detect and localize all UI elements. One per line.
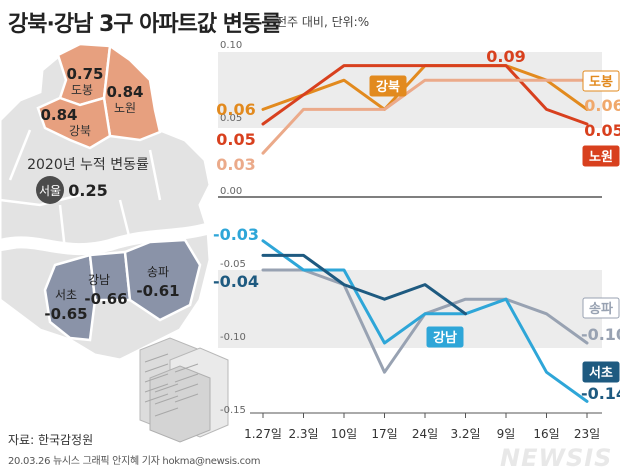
unit-label: 전주 대비, 단위:%: [276, 15, 370, 29]
map-value-nowon: 0.84: [106, 83, 143, 101]
buildings-illustration: [139, 337, 229, 443]
x-tick-labels: 1.27일 2.3일 10일 17일 24일 3.2일 9일 16일 23일: [244, 413, 600, 441]
start-value-label: 0.03: [216, 155, 255, 174]
y-tick-label: -0.05: [220, 259, 246, 270]
x-tick-label: 2.3일: [288, 427, 318, 441]
end-value-label: 0.06: [584, 96, 620, 115]
series-line-2: [261, 78, 589, 155]
series-tag-label: 서초: [589, 366, 613, 381]
start-value-label: -0.04: [213, 272, 259, 291]
start-value-label: 0.06: [216, 100, 255, 119]
y-tick-label: 0.10: [220, 40, 242, 51]
y-tick-label: 0.05: [220, 113, 242, 124]
chart-title: 강북·강남 3구 아파트값 변동률: [8, 12, 282, 37]
map-name-songpa: 송파: [147, 265, 169, 279]
series-tag-box: [426, 326, 464, 348]
start-value-label: -0.03: [213, 225, 259, 244]
y-tick-labels: 0.10 0.05 0.00 -0.05 -0.10 -0.15: [220, 40, 246, 416]
han-river: [0, 222, 212, 256]
y-tick-label: -0.10: [220, 332, 246, 343]
x-tick-label: 10일: [331, 427, 357, 441]
start-value-label: 0.05: [216, 130, 255, 149]
map-value-dobong: 0.75: [66, 65, 103, 83]
map-name-dobong: 도봉: [71, 83, 93, 97]
district-gangbuk: [36, 96, 112, 150]
map-name-nowon: 노원: [114, 101, 136, 115]
north-districts: [36, 42, 162, 150]
series-lines: [261, 64, 589, 403]
series-tag-label: 도봉: [589, 75, 613, 90]
chart-bands: [218, 52, 602, 348]
map-name-gangbuk: 강북: [69, 124, 91, 138]
end-value-label: -0.14: [581, 384, 620, 403]
series-tag-box: [369, 75, 407, 97]
x-tick-label: 17일: [371, 427, 397, 441]
series-line-4: [261, 239, 589, 403]
series-line-5: [261, 253, 467, 316]
x-tick-label: 23일: [574, 427, 600, 441]
map-name-seocho: 서초: [55, 288, 77, 302]
map-value-gangnam: -0.66: [84, 290, 127, 308]
series-tag-box: [582, 361, 620, 383]
series-tag-box: [582, 70, 620, 92]
series-tag-box: [582, 297, 620, 319]
map-value-songpa: -0.61: [136, 282, 179, 300]
series-tag-box: [582, 145, 620, 167]
series-tag-label: 송파: [589, 302, 613, 317]
map-name-gangnam: 강남: [88, 273, 110, 287]
cumulative-label: 2020년 누적 변동률: [27, 157, 149, 173]
x-tick-label: 16일: [533, 427, 559, 441]
building-windows: [144, 353, 199, 417]
series-line-1: [261, 64, 589, 126]
chart-axis: [218, 196, 602, 414]
y-tick-label: -0.15: [220, 405, 246, 416]
x-tick-label: 9일: [497, 427, 516, 441]
newsis-logo: NEWSIS: [500, 444, 613, 472]
series-tag-label: 강북: [376, 79, 400, 95]
series-tag-label: 강남: [433, 330, 457, 346]
source-text: 자료: 한국감정원: [8, 433, 94, 447]
map-value-seocho: -0.65: [44, 305, 87, 323]
seoul-badge: [36, 176, 64, 204]
district-songpa: [123, 238, 202, 322]
x-tick-label: 1.27일: [244, 427, 282, 441]
south-districts: [43, 238, 202, 342]
map-value-seoul: 0.25: [68, 181, 107, 200]
map-value-gangbuk: 0.84: [40, 106, 77, 124]
credit-text: 20.03.26 뉴시스 그래픽 안지혜 기자 hokma@newsis.com: [8, 456, 261, 467]
x-tick-label: 3.2일: [450, 427, 480, 441]
value-labels: 0.060.060.050.050.03-0.10-0.03-0.14-0.04…: [213, 47, 620, 403]
series-tag-label: 노원: [589, 150, 613, 165]
peak-value-label: 0.09: [486, 47, 525, 66]
end-value-label: -0.10: [581, 325, 620, 344]
y-tick-label: 0.00: [220, 186, 242, 197]
end-value-label: 0.05: [584, 121, 620, 140]
x-tick-label: 24일: [412, 427, 438, 441]
map-name-seoul: 서울: [39, 184, 61, 198]
